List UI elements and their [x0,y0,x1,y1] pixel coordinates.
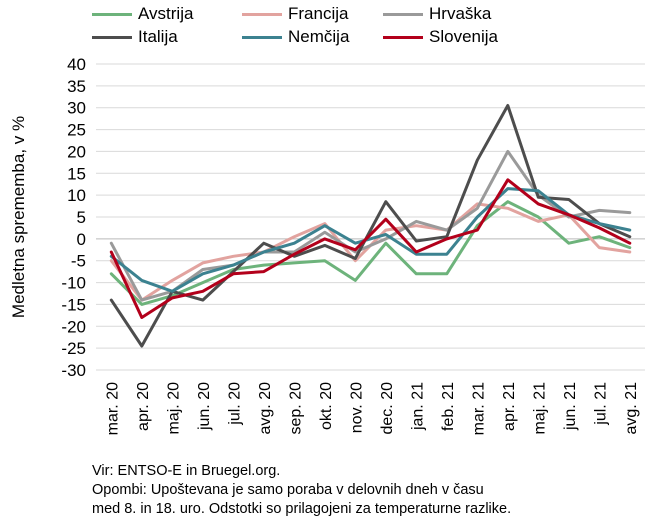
y-tick-label: -20 [61,317,86,336]
x-tick-label: sep. 20 [287,382,304,435]
y-tick-label: 10 [67,186,86,205]
x-tick-label: apr. 21 [501,382,518,431]
series-line-nemcija [109,187,632,293]
legend-item: Francija [242,4,348,24]
x-tick-label: nov. 20 [348,382,365,433]
x-tick-label: jul. 20 [226,382,243,426]
legend-item: Slovenija [383,27,498,47]
line-chart: 40 35 30 25 20 15 10 5 0 -5 -10 -15 -20 -25 -30 mar. 20… [9,55,645,435]
x-tick-label: mar. 21 [470,382,487,435]
y-tick-label: 40 [67,55,86,74]
y-tick-label: 5 [77,208,86,227]
y-tick-label: 25 [67,121,86,140]
legend-swatch [92,35,132,39]
y-tick-label: -5 [71,252,86,271]
x-tick-label: jul. 21 [592,382,609,426]
y-tick-label: -25 [61,339,86,358]
x-tick-label: feb. 21 [440,382,457,431]
y-tick-label: -15 [61,295,86,314]
legend-label: Slovenija [429,27,498,46]
y-tick-label: 30 [67,99,86,118]
x-tick-label: maj. 21 [531,382,548,435]
legend-swatch [242,35,282,39]
legend-item: Italija [92,27,178,47]
x-tick-label: okt. 20 [318,382,335,430]
x-tick-label: dec. 20 [379,382,396,435]
legend-label: Francija [288,4,349,23]
x-tick-label: maj. 20 [165,382,182,435]
legend-swatch [242,12,282,16]
y-axis-title: Medletna sprememba, v % [9,116,28,318]
series-line-francija [109,202,632,302]
y-tick-label: 20 [67,142,86,161]
legend-swatch [92,12,132,16]
x-tick-label: mar. 20 [104,382,121,435]
x-tick-label: avg. 20 [257,382,274,435]
x-tick-label: jun. 20 [196,382,213,431]
legend-swatch [383,12,423,16]
source-line: Vir: ENTSO-E in Bruegel.org. [92,463,281,479]
source-note: Vir: ENTSO-E in Bruegel.org. Opombi: Upo… [92,462,511,519]
notes-line-1: Opombi: Upoštevana je samo poraba v delo… [92,482,484,498]
x-tick-label: jan. 21 [409,382,426,431]
legend-label: Italija [138,27,178,46]
legend-item: Nemčija [242,27,349,47]
legend-label: Avstrija [138,4,194,23]
chart-legend: Avstrija Francija Hrvaška Italija Nemčija Slo… [0,0,650,60]
y-tick-label: 0 [77,230,86,249]
x-tick-label: avg. 21 [623,382,640,435]
legend-item: Avstrija [92,4,193,24]
y-tick-label: 35 [67,77,86,96]
series-line-italija [109,104,632,348]
y-tick-label: -30 [61,361,86,380]
y-tick-label: 15 [67,164,86,183]
legend-label: Hrvaška [429,4,492,23]
y-tick-label: -10 [61,274,86,293]
legend-swatch [383,35,423,39]
notes-line-2: med 8. in 18. uro. Odstotki so prilagoje… [92,501,512,517]
x-tick-label: jun. 21 [562,382,579,431]
legend-label: Nemčija [288,27,350,46]
series-line-slovenija [109,178,632,319]
x-tick-label: apr. 20 [135,382,152,431]
legend-item: Hrvaška [383,4,491,24]
